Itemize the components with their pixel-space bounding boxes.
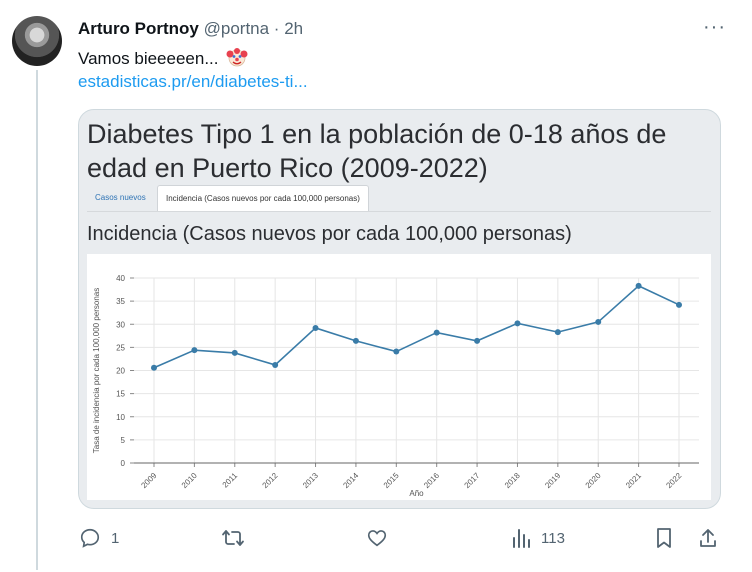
reply-button[interactable]: 1: [79, 526, 119, 550]
bookmark-button[interactable]: [655, 526, 673, 550]
incidence-chart: 0 5 10 15 20 25 30 35 40 2009 2010 2011 2012 2013 2014…: [87, 254, 711, 500]
x-tick-label-2018: 2018: [503, 471, 522, 490]
card-tabs: Casos nuevos Incidencia (Casos nuevos po…: [87, 183, 711, 212]
y-axis-label: Tasa de incidencia por cada 100,000 pers…: [92, 288, 101, 453]
data-point-2019: [554, 329, 561, 336]
data-point-2015: [393, 348, 400, 355]
clown-face-icon: [226, 48, 248, 67]
data-point-2010: [191, 347, 198, 354]
y-tick-label-40: 40: [116, 274, 125, 283]
y-tick-label-35: 35: [116, 297, 125, 306]
author-name[interactable]: Arturo Portnoy: [78, 19, 199, 38]
heart-icon: [367, 530, 387, 547]
share-upload-icon: [700, 529, 716, 547]
data-point-2021: [635, 282, 642, 289]
x-tick-label-2009: 2009: [139, 471, 158, 490]
y-tick-label-5: 5: [121, 436, 126, 445]
more-options-icon[interactable]: ···: [703, 16, 726, 38]
reply-count: 1: [111, 529, 120, 547]
data-point-2012: [272, 361, 279, 368]
data-point-2014: [352, 337, 359, 344]
x-axis-label: Año: [409, 489, 424, 498]
x-tick-label-2017: 2017: [463, 471, 482, 490]
card-title: Diabetes Tipo 1 en la población de 0-18 …: [87, 119, 667, 183]
analytics-bar-chart-icon: [513, 529, 530, 548]
tweet-text-content: Vamos bieeeeen...: [78, 49, 219, 68]
x-tick-label-2019: 2019: [543, 471, 562, 490]
tweet-link[interactable]: estadisticas.pr/en/diabetes-ti...: [78, 72, 308, 91]
like-button[interactable]: [366, 526, 398, 550]
x-tick-label-2011: 2011: [221, 471, 240, 490]
x-tick-label-2021: 2021: [624, 471, 643, 490]
tab-casos-nuevos[interactable]: Casos nuevos: [95, 193, 146, 202]
x-tick-label-2016: 2016: [422, 471, 441, 490]
x-tick-label-2015: 2015: [382, 471, 401, 490]
author-avatar[interactable]: [12, 16, 62, 66]
y-tick-label-25: 25: [116, 343, 125, 352]
share-button[interactable]: [698, 526, 718, 550]
link-card[interactable]: Diabetes Tipo 1 en la población de 0-18 …: [78, 109, 721, 509]
y-tick-label-0: 0: [121, 459, 126, 468]
section-title: Incidencia (Casos nuevos por cada 100,00…: [87, 223, 572, 245]
x-tick-label-2010: 2010: [180, 471, 199, 490]
reply-icon: [80, 528, 100, 548]
data-point-2020: [595, 318, 602, 325]
data-point-2018: [514, 320, 521, 327]
x-tick-label-2020: 2020: [584, 471, 603, 490]
x-tick-label-2013: 2013: [301, 471, 320, 490]
thread-line: [36, 70, 38, 570]
bookmark-icon: [657, 528, 671, 548]
data-point-2016: [433, 329, 440, 336]
x-tick-label-2012: 2012: [261, 471, 280, 490]
data-point-2017: [474, 337, 481, 344]
tweet-actions: 1 113: [0, 520, 752, 556]
y-tick-label-15: 15: [116, 390, 125, 399]
y-tick-label-30: 30: [116, 320, 125, 329]
y-tick-label-20: 20: [116, 367, 125, 376]
tab-incidencia[interactable]: Incidencia (Casos nuevos por cada 100,00…: [157, 185, 369, 211]
data-point-2009: [151, 364, 157, 371]
tweet-header: Arturo Portnoy @portna · 2h: [78, 19, 303, 39]
data-point-2011: [231, 349, 238, 356]
data-point-2022: [676, 301, 682, 308]
author-handle-time[interactable]: @portna · 2h: [203, 19, 304, 38]
data-point-2013: [312, 324, 319, 331]
series-line: [153, 284, 680, 369]
retweet-button[interactable]: [221, 526, 255, 550]
x-tick-label-2014: 2014: [341, 471, 360, 490]
tweet-text: Vamos bieeeeen...: [78, 46, 248, 69]
chart-svg: 0 5 10 15 20 25 30 35 40 2009 2010 2011 2012 2013 2014…: [92, 274, 699, 498]
retweet-icon: [222, 530, 244, 546]
x-tick-label-2022: 2022: [664, 471, 683, 490]
views-button[interactable]: 113: [511, 526, 565, 550]
views-count: 113: [541, 529, 565, 547]
y-tick-label-10: 10: [116, 413, 125, 422]
